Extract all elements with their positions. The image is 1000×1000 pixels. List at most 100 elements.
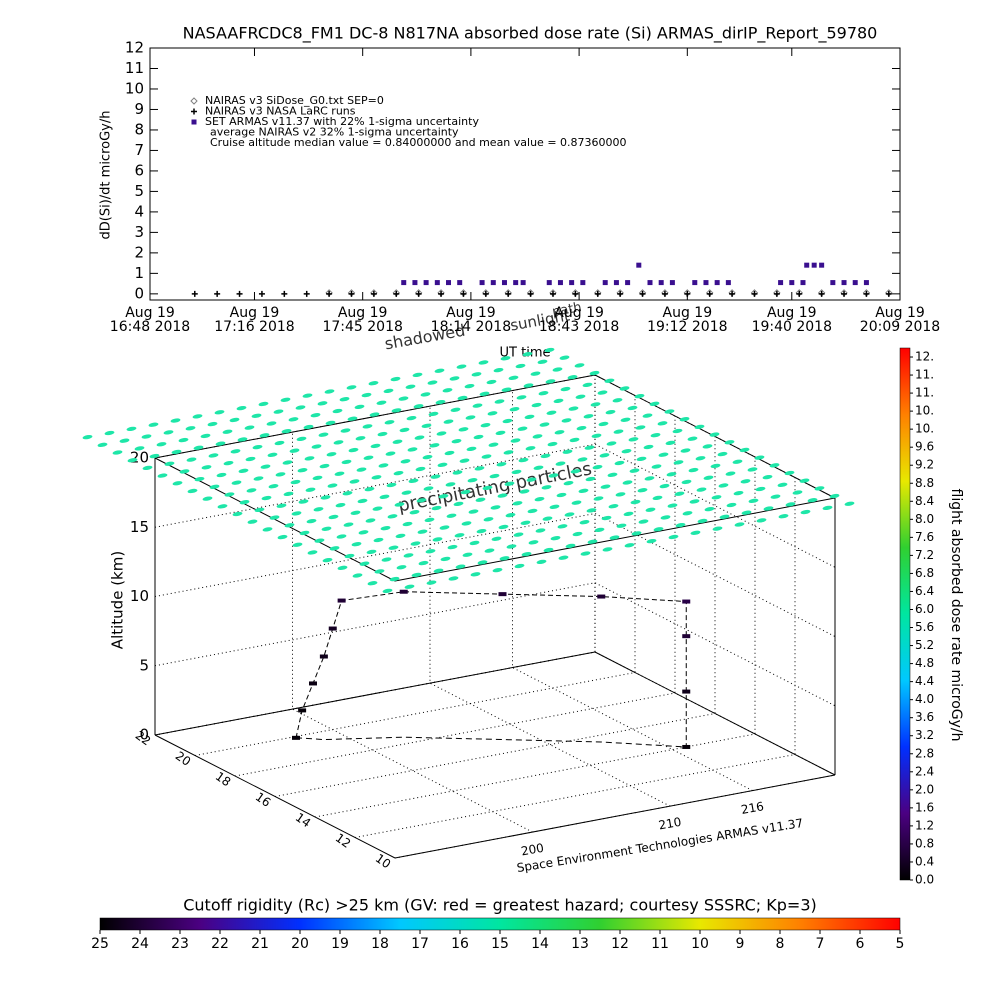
precipitation-marker [348,447,359,453]
precipitation-marker [521,552,532,557]
precipitation-marker [635,425,646,430]
colorbar-tick-label: 5.2 [915,638,934,652]
precipitation-marker [312,475,323,481]
precipitation-marker [702,444,713,449]
precipitation-marker [624,543,635,548]
legend-marker [190,97,198,105]
precipitation-marker [283,491,294,497]
marker [706,290,713,297]
y-axis-label: dD(Si)/dt microGy/h [99,111,114,240]
precipitation-marker [319,463,330,469]
precipitation-marker [549,504,560,509]
precipitation-marker [230,449,241,454]
marker [479,280,485,286]
precipitation-marker [179,469,190,474]
precipitation-marker [104,430,115,436]
precipitation-marker [335,502,346,508]
precipitation-marker [629,468,640,473]
colorbar-tick-label: 6.0 [915,602,934,616]
colorbar-tick-label: 9 [736,936,745,952]
precipitation-marker [382,588,393,594]
precipitation-marker [646,538,657,544]
precipitation-marker [525,446,536,451]
precipitation-marker [266,421,277,426]
marker [393,290,400,297]
precipitation-marker [511,469,522,475]
precipitation-marker [527,508,538,514]
precipitation-marker [341,459,352,465]
precipitation-marker [584,445,595,450]
grid-line [512,390,753,792]
precipitation-marker [354,404,365,410]
colorbar-tick-label: 11. [915,368,934,382]
colorbar-tick-label: 4.8 [915,656,934,670]
precipitation-marker [799,478,810,483]
precipitation-marker [416,498,427,503]
x-tick-label: Aug 19 17:45 2018 [322,305,403,335]
precipitation-marker [252,444,263,450]
precipitation-marker [322,557,333,563]
precipitation-marker [258,401,269,407]
colorbar-tick-label: 5.6 [915,620,934,634]
precipitation-marker [274,440,285,446]
colorbar-tick-label: 0.0 [915,873,934,887]
grid-line [154,582,836,707]
marker [214,290,221,297]
precipitation-marker [560,386,571,392]
precipitation-marker [673,460,684,465]
flight-point [298,708,307,713]
colorbar-tick-label: 13 [571,936,589,952]
precipitation-marker [754,455,765,460]
legend-label: NAIRAS v3 NASA LaRC runs [205,105,356,118]
precipitation-marker [325,420,336,426]
precipitation-marker [282,460,293,465]
precipitation-marker [538,391,549,396]
precipitation-marker [690,530,701,535]
flight-point [309,681,317,686]
precipitation-marker [637,488,648,493]
precipitation-marker [343,522,354,527]
marker [684,290,691,297]
precipitation-marker [291,511,302,516]
precipitation-marker [704,506,715,512]
precipitation-marker [365,518,376,523]
precipitation-marker [740,479,751,484]
flight-point [292,735,300,740]
precipitation-marker [712,526,723,531]
axis-line [394,774,836,859]
precipitation-marker [519,489,530,494]
precipitation-marker [562,449,573,454]
flight-point [682,689,691,694]
precipitation-marker [487,411,498,416]
precipitation-marker [299,530,310,536]
precipitation-marker [295,405,306,410]
precipitation-marker [733,490,744,496]
precipitation-marker [471,372,482,377]
precipitation-marker [222,429,233,434]
precipitation-marker [674,491,685,496]
precipitation-marker [582,382,593,388]
grid-line [154,512,836,637]
precipitation-marker [711,495,722,500]
precipitation-marker [547,441,558,447]
marker [885,290,892,297]
precipitation-marker [483,517,494,522]
precipitation-marker [488,442,499,447]
precipitation-marker [688,467,699,473]
precipitation-marker [394,502,405,507]
precipitation-marker [306,518,317,524]
precipitation-marker [334,471,345,476]
precipitation-marker [844,501,855,506]
precipitation-marker [200,433,211,439]
precipitation-marker [627,405,638,411]
precipitation-marker [681,479,692,485]
precipitation-marker [534,496,545,502]
y-tick-label: 4 [134,202,144,220]
flight-point [682,634,691,639]
marker [520,280,526,286]
precipitation-marker [342,491,353,496]
precipitation-marker [440,556,451,562]
precipitation-marker [350,510,361,515]
colorbar-tick-label: 0.4 [915,854,934,868]
